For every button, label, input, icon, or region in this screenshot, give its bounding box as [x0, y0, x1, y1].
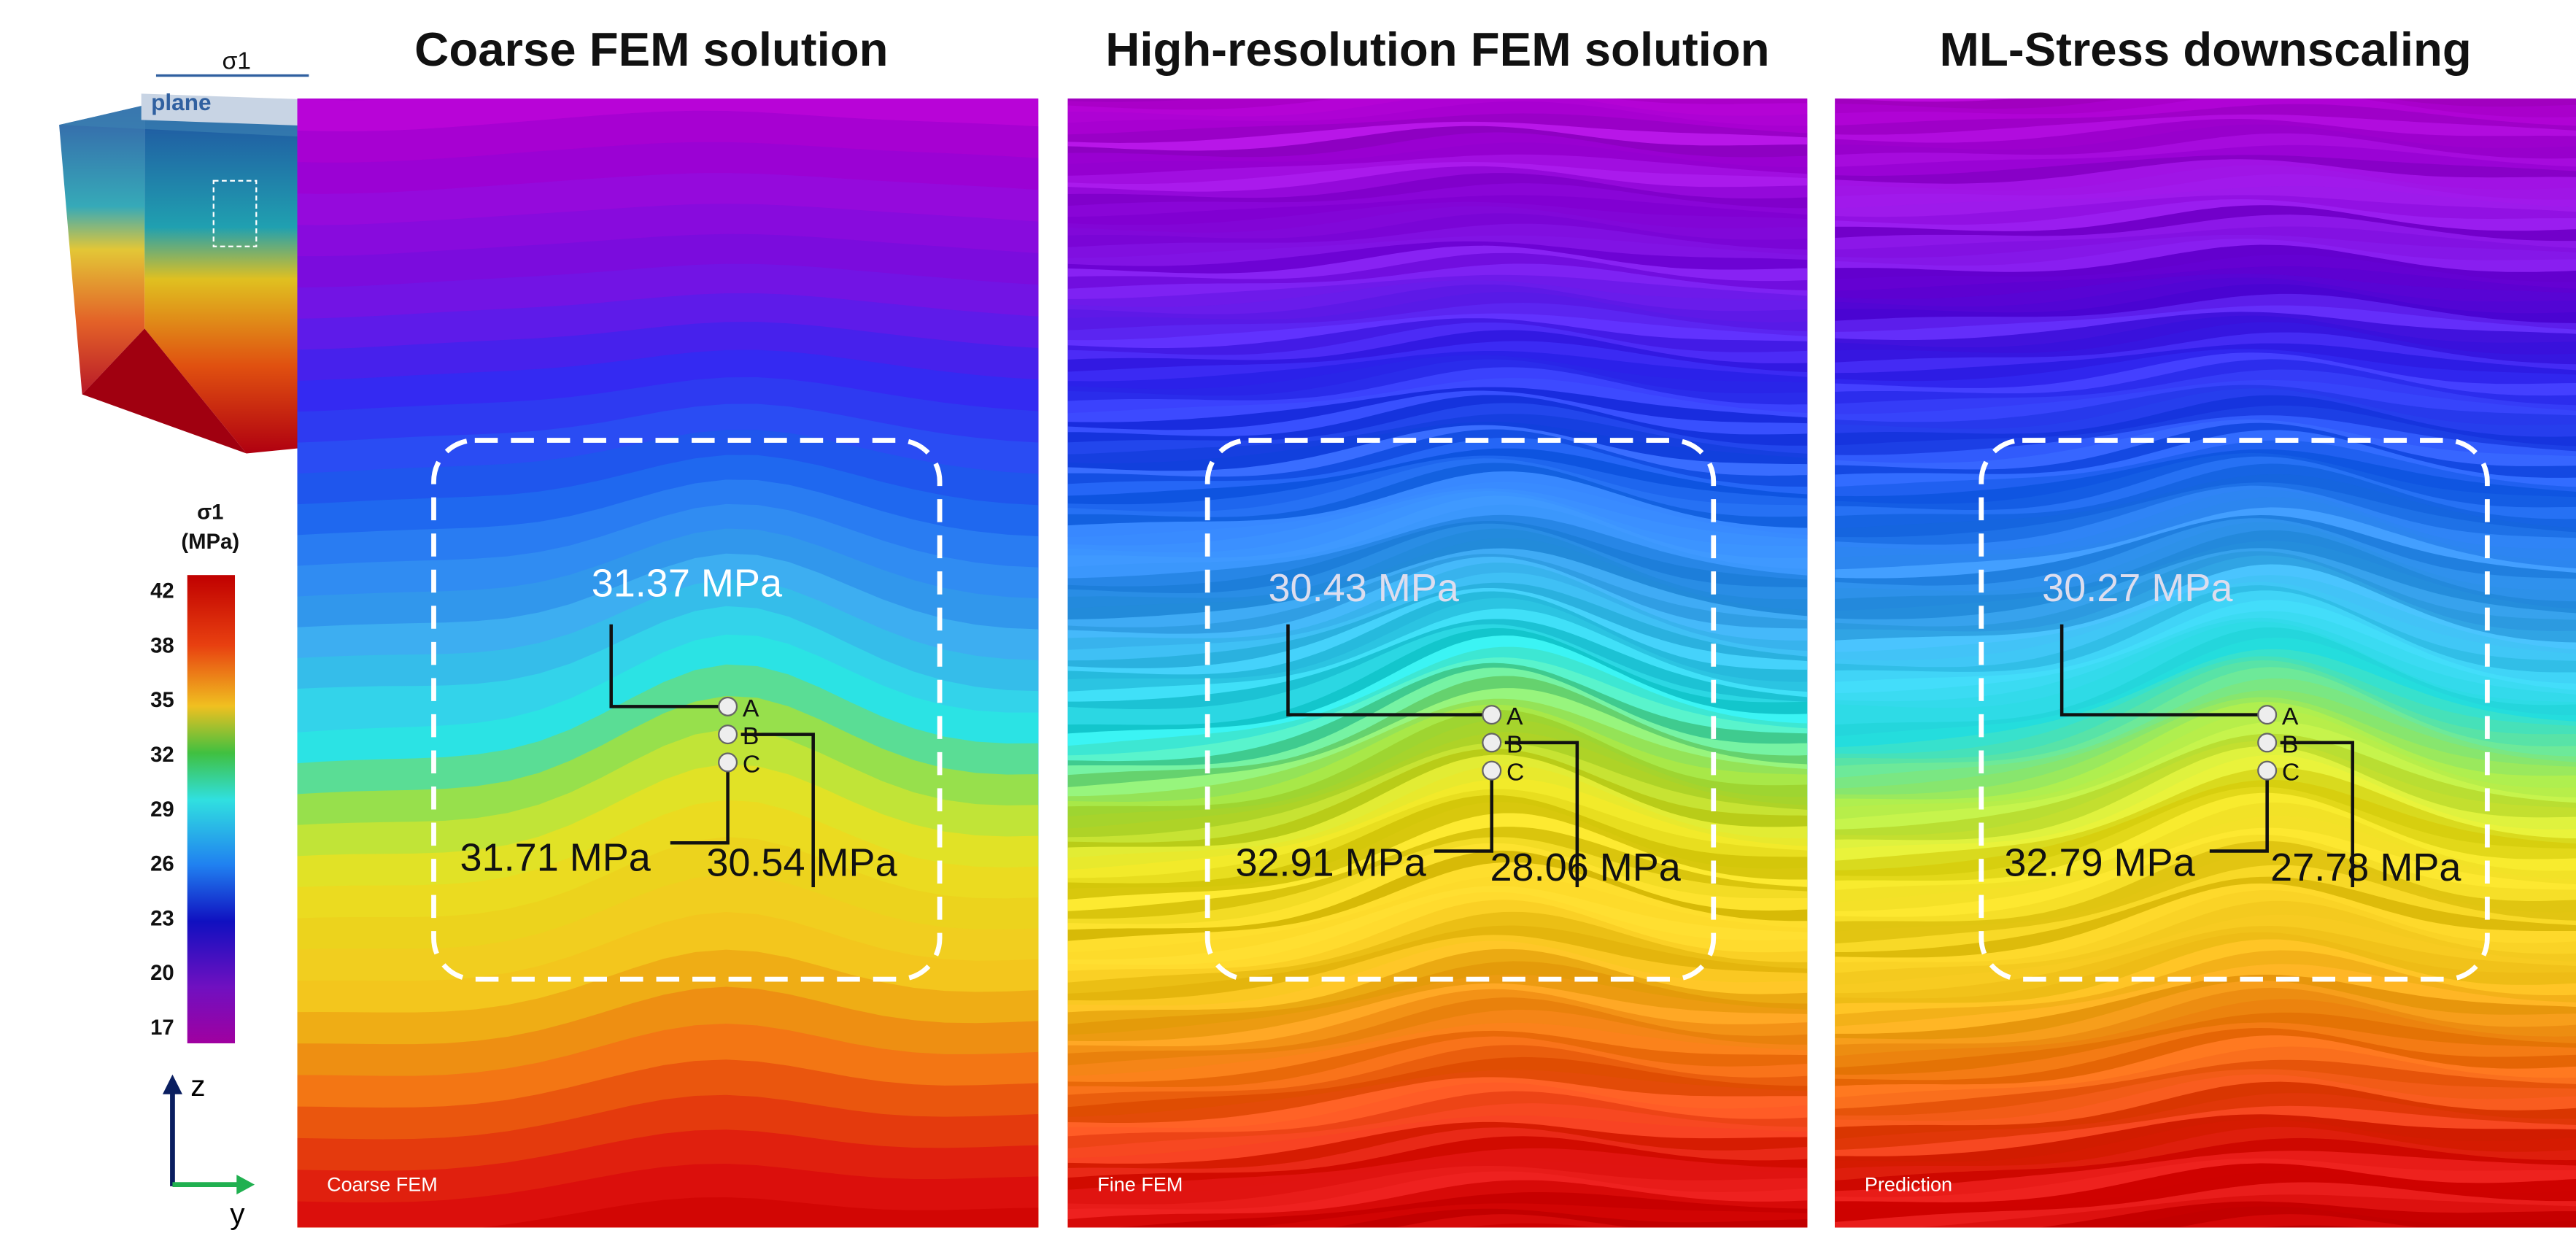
probe-label: A	[743, 695, 759, 722]
probe-label: A	[2282, 703, 2299, 730]
probe-point	[2257, 705, 2278, 725]
stress-field	[297, 98, 1039, 1228]
colorbar-tick: 42	[150, 580, 174, 603]
stress-annotation: 31.37 MPa	[592, 561, 783, 605]
probe-label: B	[1506, 730, 1523, 758]
leader	[2209, 770, 2269, 853]
panel-tag: Fine FEM	[1097, 1174, 1183, 1196]
stress-annotation: 32.91 MPa	[1235, 841, 1426, 884]
colorbar-tick: 35	[150, 689, 174, 712]
colorbar-tick: 26	[150, 853, 174, 876]
leader	[1286, 624, 1487, 716]
axis-y: y	[230, 1197, 245, 1231]
colorbar-title: σ1	[197, 501, 223, 525]
probe-point	[1482, 733, 1502, 753]
leader	[1434, 770, 1493, 853]
stress-annotation: 30.43 MPa	[1268, 566, 1459, 610]
probe-point	[2257, 760, 2278, 781]
colorbar-tick: 38	[150, 634, 174, 657]
panel: ML-Stress downscaling Prediction ABC 30.27 …	[1835, 23, 2576, 1228]
stress-field	[1835, 98, 2576, 1228]
stress-annotation: 27.78 MPa	[2270, 846, 2461, 889]
inset-plane: plane	[151, 89, 211, 115]
colorbar-tick: 32	[150, 743, 174, 767]
panel-tag: Coarse FEM	[327, 1174, 438, 1196]
stress-annotation: 28.06 MPa	[1490, 846, 1681, 889]
axes-glyph: z y	[162, 1069, 255, 1231]
probe-point	[1482, 705, 1502, 725]
panel: High-resolution FEM solution Fine FEM ABC 3…	[1067, 23, 1808, 1228]
leader	[609, 624, 723, 708]
colorbar-bar	[187, 575, 236, 1043]
colorbar-unit: (MPa)	[181, 530, 239, 554]
probe-label: C	[743, 750, 760, 778]
probe-label: A	[1506, 703, 1523, 730]
leader	[670, 762, 730, 845]
inset-label: σ1	[222, 47, 251, 75]
probe-label: B	[743, 722, 759, 750]
stress-annotation: 30.54 MPa	[706, 841, 897, 884]
colorbar: σ1 (MPa) 42 38 35 32 29 26 23 20 17	[150, 501, 239, 1043]
axis-z: z	[190, 1069, 205, 1102]
leader	[740, 733, 815, 888]
probe-label: B	[2282, 730, 2299, 758]
colorbar-tick: 23	[150, 907, 174, 930]
leader	[1504, 741, 1579, 888]
probe-point	[1482, 760, 1502, 781]
panel-title: High-resolution FEM solution	[1105, 23, 1769, 76]
leader	[2059, 624, 2262, 716]
probe-label: C	[2282, 759, 2300, 787]
stress-annotation: 32.79 MPa	[2004, 841, 2195, 884]
colorbar-tick: 29	[150, 798, 174, 822]
probe-point	[2257, 733, 2278, 753]
probe-label: C	[1506, 759, 1524, 787]
panel-tag: Prediction	[1865, 1174, 1952, 1196]
panel-title: ML-Stress downscaling	[1940, 23, 2472, 76]
stress-annotation: 30.27 MPa	[2042, 566, 2233, 610]
stress-field	[1067, 98, 1808, 1228]
panel: Coarse FEM solution Coarse FEM ABC 31.37 MP…	[297, 23, 1039, 1228]
stress-annotation: 31.71 MPa	[460, 836, 651, 880]
probe-point	[718, 752, 738, 773]
panel-title: Coarse FEM solution	[414, 23, 888, 76]
colorbar-tick: 20	[150, 962, 174, 985]
probe-point	[718, 724, 738, 745]
leader	[2280, 741, 2354, 888]
probe-point	[718, 696, 738, 716]
colorbar-tick: 17	[150, 1016, 174, 1040]
